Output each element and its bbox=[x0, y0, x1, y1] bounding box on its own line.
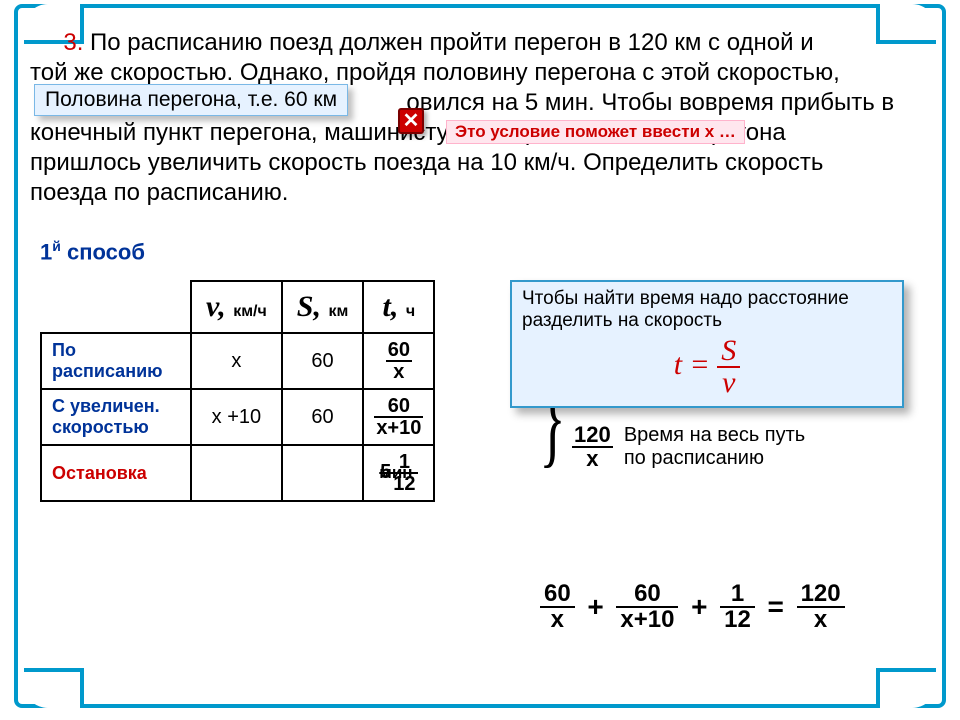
table-row: С увеличен. скоростью x +10 60 60x+10 bbox=[41, 389, 434, 445]
corner-decor bbox=[24, 668, 84, 708]
tooltip-half-distance: Половина перегона, т.е. 60 км bbox=[34, 84, 348, 116]
hint-text: Это условие поможет ввести х … bbox=[455, 122, 736, 141]
cell-t: 5112мин bbox=[363, 445, 434, 501]
cell-s: 60 bbox=[282, 333, 364, 389]
col-s: S, км bbox=[282, 281, 364, 333]
close-icon[interactable]: ✕ bbox=[398, 108, 424, 134]
corner-decor bbox=[876, 668, 936, 708]
cell-t: 60x+10 bbox=[363, 389, 434, 445]
final-equation: 60x + 60x+10 + 112 = 120x bbox=[540, 582, 845, 632]
total-time-note: 120x Время на весь путьпо расписанию bbox=[572, 424, 805, 470]
solution-table: v, км/ч S, км t, ч По расписанию x 60 60… bbox=[40, 280, 435, 502]
table-row: По расписанию x 60 60x bbox=[41, 333, 434, 389]
tooltip-text: Чтобы найти время надо расстояние раздел… bbox=[522, 288, 892, 332]
tooltip-text: Половина перегона, т.е. 60 км bbox=[45, 88, 337, 111]
formula-t-eq-s-over-v: t = Sv bbox=[522, 336, 892, 398]
problem-number: 3. bbox=[63, 29, 83, 56]
table-row: Остановка 5112мин bbox=[41, 445, 434, 501]
problem-line: пришлось увеличить скорость поезда на 10… bbox=[30, 149, 823, 176]
row-label: По расписанию bbox=[41, 333, 191, 389]
cell-v: x bbox=[191, 333, 282, 389]
tooltip-formula: Чтобы найти время надо расстояние раздел… bbox=[510, 280, 904, 408]
cell-t: 60x bbox=[363, 333, 434, 389]
col-v: v, км/ч bbox=[191, 281, 282, 333]
problem-line: той же скоростью. Однако, пройдя половин… bbox=[30, 59, 840, 86]
cell-v: x +10 bbox=[191, 389, 282, 445]
cell-s: 60 bbox=[282, 389, 364, 445]
problem-line: поезда по расписанию. bbox=[30, 179, 288, 206]
problem-line: По расписанию поезд должен пройти перего… bbox=[90, 29, 814, 56]
problem-line: овился на 5 мин. Чтобы вовремя прибыть в bbox=[406, 89, 894, 116]
hint-condition: Это условие поможет ввести х … bbox=[446, 120, 745, 144]
problem-text: 3. По расписанию поезд должен пройти пер… bbox=[30, 28, 930, 208]
method-label: 1й способ bbox=[40, 238, 145, 265]
row-label: С увеличен. скоростью bbox=[41, 389, 191, 445]
row-label: Остановка bbox=[41, 445, 191, 501]
col-t: t, ч bbox=[363, 281, 434, 333]
